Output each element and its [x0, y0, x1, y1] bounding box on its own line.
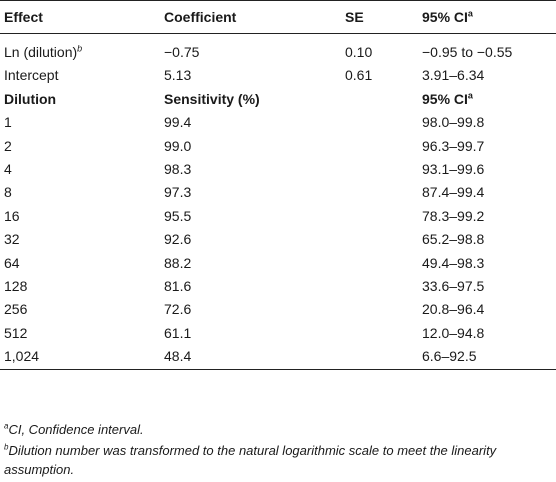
- cell-dilution: 32: [4, 231, 20, 248]
- cell-sensitivity: 88.2: [164, 254, 192, 271]
- footnote-a-text: CI, Confidence interval.: [8, 422, 144, 437]
- header-ci-footnote-mark: a: [467, 8, 473, 19]
- cell-sensitivity: 92.6: [164, 231, 192, 248]
- table-row: Ln (dilution)b −0.75 0.10 −0.95 to −0.55: [0, 34, 556, 65]
- subheader-row: Dilution Sensitivity (%) 95% CIa: [0, 88, 556, 111]
- cell-dilution: 1: [4, 114, 12, 131]
- cell-ci: 98.0–99.8: [422, 114, 485, 131]
- header-coefficient: Coefficient: [164, 9, 237, 25]
- cell-ci: 33.6–97.5: [422, 278, 485, 295]
- cell-effect-label: Ln (dilution): [4, 44, 78, 60]
- cell-sensitivity: 81.6: [164, 278, 192, 295]
- footnote-a: aCI, Confidence interval.: [4, 420, 554, 439]
- cell-empty: [341, 135, 418, 158]
- table-row: 16 95.5 78.3–99.2: [0, 205, 556, 228]
- footnote-b: bDilution number was transformed to the …: [4, 441, 554, 479]
- table-row: 2 99.0 96.3–99.7: [0, 135, 556, 158]
- cell-dilution: 128: [4, 278, 28, 295]
- header-ci: 95% CIa: [418, 1, 556, 34]
- cell-sensitivity: 48.4: [164, 348, 192, 365]
- cell-ci: −0.95 to −0.55: [422, 44, 513, 60]
- cell-ci: 96.3–99.7: [422, 137, 485, 154]
- cell-sensitivity: 72.6: [164, 301, 192, 318]
- cell-ci: 20.8–96.4: [422, 301, 485, 318]
- cell-ci: 93.1–99.6: [422, 161, 485, 178]
- cell-sensitivity: 61.1: [164, 324, 192, 341]
- cell-se: 0.10: [345, 44, 373, 60]
- cell-sensitivity: 98.3: [164, 161, 192, 178]
- cell-ci: 65.2–98.8: [422, 231, 485, 248]
- cell-dilution: 16: [4, 207, 20, 224]
- results-table: Effect Coefficient SE 95% CIa Ln (diluti…: [0, 0, 556, 370]
- cell-empty: [341, 345, 418, 369]
- subheader-ci-footnote-mark: a: [467, 90, 473, 101]
- subheader-sensitivity: Sensitivity (%): [164, 90, 260, 107]
- cell-empty: [341, 298, 418, 321]
- header-se: SE: [345, 9, 364, 25]
- cell-empty: [341, 275, 418, 298]
- header-ci-label: 95% CI: [422, 9, 468, 25]
- cell-empty: [341, 322, 418, 345]
- cell-sensitivity: 97.3: [164, 184, 192, 201]
- cell-ci: 78.3–99.2: [422, 207, 485, 224]
- cell-se: 0.61: [345, 67, 373, 84]
- cell-ci: 49.4–98.3: [422, 254, 485, 271]
- cell-coefficient: 5.13: [164, 67, 192, 84]
- cell-empty: [341, 158, 418, 181]
- cell-ci: 87.4–99.4: [422, 184, 485, 201]
- table-row: 1,024 48.4 6.6–92.5: [0, 345, 556, 370]
- cell-dilution: 8: [4, 184, 12, 201]
- subheader-ci: 95% CIa: [418, 88, 556, 111]
- cell-sensitivity: 95.5: [164, 207, 192, 224]
- footnotes: aCI, Confidence interval. bDilution numb…: [4, 420, 554, 481]
- cell-dilution: 4: [4, 161, 12, 178]
- header-row: Effect Coefficient SE 95% CIa: [0, 0, 556, 34]
- cell-coefficient: −0.75: [164, 44, 200, 60]
- cell-effect: Intercept: [4, 67, 59, 84]
- subheader-dilution: Dilution: [4, 90, 57, 107]
- cell-dilution: 512: [4, 324, 28, 341]
- footnote-b-text: Dilution number was transformed to the n…: [4, 443, 497, 477]
- cell-empty: [341, 181, 418, 204]
- cell-dilution: 2: [4, 137, 12, 154]
- cell-effect-footnote-mark: b: [77, 43, 83, 54]
- cell-dilution: 256: [4, 301, 28, 318]
- footnote-b-mark: b: [4, 442, 9, 452]
- cell-effect: Ln (dilution)b: [0, 34, 160, 65]
- cell-ci: 12.0–94.8: [422, 324, 485, 341]
- subheader-ci-label: 95% CI: [422, 90, 468, 107]
- footnote-a-mark: a: [4, 421, 9, 431]
- cell-dilution: 64: [4, 254, 20, 271]
- table-row: 32 92.6 65.2–98.8: [0, 228, 556, 251]
- cell-ci: 6.6–92.5: [422, 348, 477, 365]
- table-row: 128 81.6 33.6–97.5: [0, 275, 556, 298]
- table-row: 1 99.4 98.0–99.8: [0, 111, 556, 134]
- table-row: 4 98.3 93.1–99.6: [0, 158, 556, 181]
- table-row: 256 72.6 20.8–96.4: [0, 298, 556, 321]
- cell-sensitivity: 99.0: [164, 137, 192, 154]
- table-row: Intercept 5.13 0.61 3.91–6.34: [0, 64, 556, 87]
- table-row: 512 61.1 12.0–94.8: [0, 322, 556, 345]
- cell-empty: [341, 252, 418, 275]
- header-effect: Effect: [4, 9, 43, 25]
- table-row: 8 97.3 87.4–99.4: [0, 181, 556, 204]
- table-row: 64 88.2 49.4–98.3: [0, 252, 556, 275]
- subheader-empty: [341, 88, 418, 111]
- cell-empty: [341, 228, 418, 251]
- cell-sensitivity: 99.4: [164, 114, 192, 131]
- cell-ci: 3.91–6.34: [422, 67, 485, 84]
- cell-empty: [341, 111, 418, 134]
- cell-empty: [341, 205, 418, 228]
- cell-dilution: 1,024: [4, 348, 40, 365]
